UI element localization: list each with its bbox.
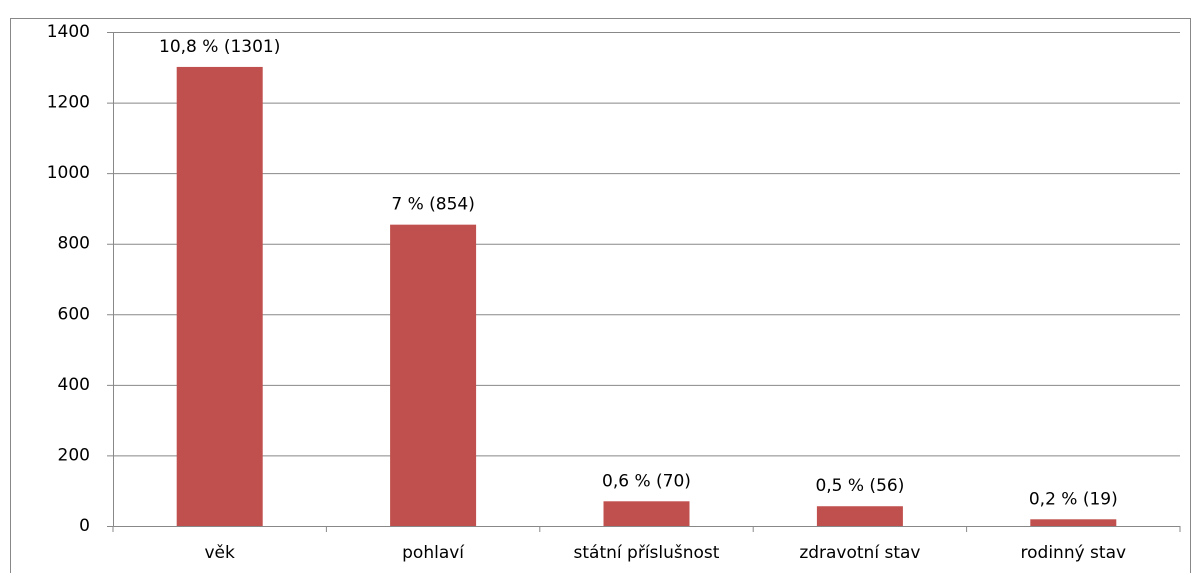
x-tick-label: věk [205, 543, 236, 563]
y-tick-label: 1400 [47, 22, 90, 42]
x-tick-label: rodinný stav [1021, 543, 1127, 563]
bar [1030, 519, 1117, 526]
bar [603, 501, 690, 526]
y-tick-label: 1000 [47, 163, 90, 183]
data-label: 0,5 % (56) [815, 476, 904, 496]
y-tick-label: 800 [58, 234, 90, 254]
x-tick-label: státní příslušnost [574, 543, 720, 563]
bar [390, 224, 477, 526]
y-tick-label: 400 [58, 375, 90, 395]
data-label: 7 % (854) [391, 195, 475, 215]
bar [816, 506, 903, 526]
y-tick-label: 1200 [47, 93, 90, 113]
data-label: 10,8 % (1301) [159, 37, 280, 57]
y-tick-label: 0 [79, 516, 90, 536]
bar [176, 66, 263, 526]
y-tick-label: 600 [58, 304, 90, 324]
y-tick-label: 200 [58, 445, 90, 465]
data-label: 0,2 % (19) [1029, 489, 1118, 509]
x-tick-label: pohlaví [402, 543, 465, 563]
data-label: 0,6 % (70) [602, 471, 691, 491]
x-tick-label: zdravotní stav [799, 543, 920, 563]
